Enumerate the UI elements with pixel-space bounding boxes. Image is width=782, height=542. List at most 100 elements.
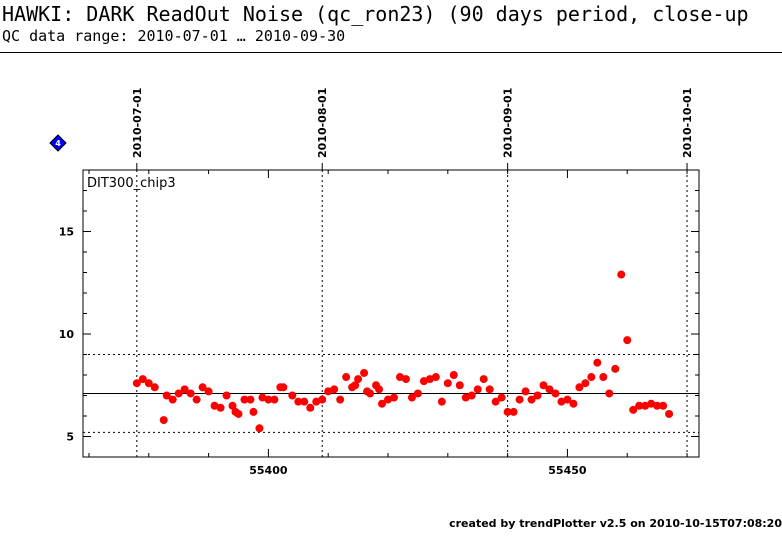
data-point: [473, 385, 482, 394]
data-point: [401, 375, 410, 384]
data-point: [204, 387, 213, 396]
data-point: [503, 407, 512, 416]
data-point: [521, 387, 530, 396]
axis-ticks: 5 10 15 55400 55450: [59, 170, 699, 477]
data-point: [144, 379, 153, 388]
data-point: [138, 375, 147, 384]
data-point: [180, 385, 189, 394]
chart-subtitle: QC data range: 2010-07-01 … 2010-09-30: [2, 27, 346, 45]
data-point: [366, 389, 375, 398]
title-divider: [0, 52, 782, 53]
data-point: [351, 381, 360, 390]
data-point: [222, 391, 231, 400]
data-point: [509, 407, 518, 416]
data-point: [485, 385, 494, 394]
data-point: [569, 399, 578, 408]
data-point: [539, 381, 548, 390]
date-marker-label: 2010-10-01: [681, 88, 694, 158]
marker-label: 4: [55, 139, 61, 148]
data-point: [192, 395, 201, 404]
data-point: [551, 389, 560, 398]
data-point: [611, 364, 620, 373]
data-point: [545, 385, 554, 394]
data-point: [599, 373, 608, 382]
data-point: [455, 381, 464, 390]
data-point: [491, 397, 500, 406]
data-point: [354, 375, 363, 384]
data-point: [629, 405, 638, 414]
marker-diamond: [49, 134, 67, 152]
data-point: [479, 375, 488, 384]
data-point: [270, 395, 279, 404]
y-tick-label: 10: [59, 328, 75, 341]
blue-diamond-icon: 4: [49, 134, 67, 152]
data-point: [533, 391, 542, 400]
data-point: [249, 407, 258, 416]
data-point: [437, 397, 446, 406]
date-marker-label: 2010-08-01: [316, 88, 329, 158]
data-point: [389, 393, 398, 402]
data-point: [246, 395, 255, 404]
panel-label: DIT300_chip3: [87, 176, 176, 191]
data-point: [174, 389, 183, 398]
x-tick-label: 55450: [548, 464, 587, 477]
y-tick-label: 15: [59, 226, 74, 239]
data-point: [635, 401, 644, 410]
data-point: [449, 371, 458, 379]
data-point: [527, 395, 536, 404]
footer-credit: created by trendPlotter v2.5 on 2010-10-…: [449, 517, 782, 530]
data-point: [443, 379, 452, 388]
data-point: [605, 389, 614, 398]
data-point: [150, 383, 159, 392]
data-point: [288, 391, 297, 400]
data-point: [575, 383, 584, 392]
data-point: [587, 373, 596, 382]
data-point: [336, 395, 345, 404]
data-point: [216, 403, 225, 412]
data-point: [198, 383, 207, 392]
date-marker-label: 2010-07-01: [131, 88, 144, 158]
data-point: [617, 270, 626, 279]
data-point: [497, 393, 506, 402]
data-point: [132, 379, 141, 388]
date-markers: 2010-07-01 2010-08-01 2010-09-01 2010-10-01: [131, 88, 694, 457]
data-point: [300, 397, 309, 406]
data-point: [593, 358, 602, 367]
data-point: [413, 389, 422, 398]
data-point: [240, 395, 249, 404]
data-point: [665, 409, 674, 418]
data-point: [407, 393, 416, 402]
data-point: [378, 399, 387, 408]
data-point: [255, 424, 264, 433]
data-point: [159, 416, 168, 425]
y-tick-label: 5: [66, 431, 74, 444]
data-point: [623, 336, 632, 345]
data-point: [467, 391, 476, 400]
data-point: [563, 395, 572, 404]
data-point: [168, 395, 177, 404]
data-point: [279, 383, 288, 392]
data-point: [515, 395, 524, 404]
data-point: [306, 403, 315, 412]
data-point: [653, 401, 662, 410]
data-point: [659, 401, 668, 410]
data-point: [330, 385, 339, 394]
x-tick-label: 55400: [249, 464, 288, 477]
chart-title: HAWKI: DARK ReadOut Noise (qc_ron23) (90…: [2, 2, 749, 26]
data-point: [342, 373, 351, 382]
data-point: [294, 397, 303, 406]
data-point: [581, 379, 590, 388]
date-marker-label: 2010-09-01: [502, 88, 515, 158]
data-point: [228, 401, 237, 410]
data-point: [264, 395, 273, 404]
data-point: [375, 385, 384, 394]
data-point: [360, 368, 369, 377]
data-point: [431, 373, 440, 382]
data-point: [234, 409, 243, 418]
data-point: [318, 395, 327, 404]
data-point: [162, 391, 171, 400]
data-point: [186, 389, 195, 398]
plot-frame: [82, 169, 700, 458]
data-points: [132, 270, 674, 433]
